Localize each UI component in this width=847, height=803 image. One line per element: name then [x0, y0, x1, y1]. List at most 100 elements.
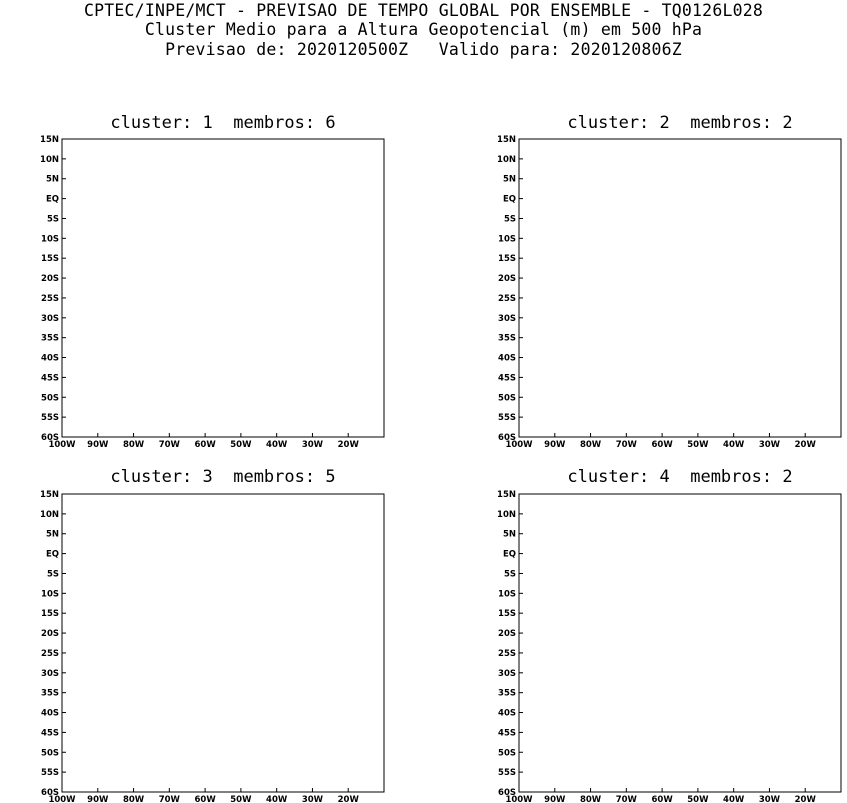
- lon-tick-label: 60W: [652, 795, 674, 803]
- lat-tick-label: 30S: [41, 314, 59, 324]
- lon-tick-label: 50W: [230, 440, 252, 450]
- lon-tick-label: 90W: [544, 440, 566, 450]
- lon-tick-label: 40W: [266, 795, 288, 803]
- lat-tick-label: 40S: [498, 354, 516, 364]
- lon-tick-label: 90W: [87, 795, 109, 803]
- lat-tick-label: 25S: [498, 649, 516, 659]
- lat-tick-label: 55S: [41, 413, 59, 423]
- lat-tick-label: 30S: [498, 314, 516, 324]
- lat-tick-label: 55S: [498, 413, 516, 423]
- lat-tick-label: 5N: [46, 175, 59, 185]
- lon-tick-label: 90W: [544, 795, 566, 803]
- lat-tick-label: 15S: [498, 254, 516, 264]
- lat-tick-label: 50S: [498, 393, 516, 403]
- lon-tick-label: 90W: [87, 440, 109, 450]
- lat-tick-label: 15S: [41, 254, 59, 264]
- map-svg: 58405840584058405800570056005500540015N1…: [497, 135, 842, 450]
- lat-tick-label: 20S: [498, 274, 516, 284]
- lon-tick-label: 80W: [123, 440, 145, 450]
- lat-tick-label: 5S: [504, 569, 516, 579]
- lat-tick-label: EQ: [46, 550, 59, 560]
- lat-tick-label: EQ: [503, 550, 516, 560]
- header-line-3: Previsao de: 2020120500Z Valido para: 20…: [165, 40, 682, 59]
- lat-tick-label: 15N: [40, 135, 59, 145]
- lat-tick-label: 15S: [41, 609, 59, 619]
- panel-4-title: cluster: 4 membros: 2: [567, 467, 793, 487]
- lat-tick-label: 60S: [41, 433, 59, 443]
- lat-tick-label: 25S: [41, 649, 59, 659]
- lat-tick-label: 50S: [41, 748, 59, 758]
- map-frame: [518, 138, 842, 438]
- small-island: [333, 133, 335, 135]
- lon-tick-label: 50W: [687, 440, 709, 450]
- lat-tick-label: 5S: [504, 214, 516, 224]
- map-svg: 58405840584058405800570056005500540015N1…: [40, 490, 385, 803]
- lat-tick-label: 35S: [498, 334, 516, 344]
- lon-tick-label: 20W: [795, 440, 817, 450]
- lon-tick-label: 80W: [123, 795, 145, 803]
- lon-tick-label: 100W: [48, 795, 76, 803]
- panel-3-title: cluster: 3 membros: 5: [110, 467, 336, 487]
- header-line-2: Cluster Medio para a Altura Geopotencial…: [144, 20, 703, 39]
- lat-tick-label: 50S: [41, 393, 59, 403]
- lat-tick-label: 5N: [46, 530, 59, 540]
- lat-tick-label: EQ: [46, 195, 59, 205]
- lat-tick-label: 10S: [41, 589, 59, 599]
- lat-tick-label: 10N: [40, 155, 59, 165]
- lat-tick-label: 55S: [41, 768, 59, 778]
- lat-tick-label: 5N: [503, 530, 516, 540]
- lat-tick-label: 45S: [41, 373, 59, 383]
- lon-tick-label: 30W: [302, 440, 324, 450]
- lat-tick-label: 25S: [41, 294, 59, 304]
- lon-tick-label: 20W: [338, 440, 360, 450]
- lat-tick-label: 40S: [41, 709, 59, 719]
- lat-tick-label: 15S: [498, 609, 516, 619]
- map-panel-3: 58405840584058405800570056005500540015N1…: [40, 490, 385, 803]
- lat-tick-label: 15N: [40, 490, 59, 500]
- header-line-1: CPTEC/INPE/MCT - PREVISAO DE TEMPO GLOBA…: [84, 1, 763, 20]
- lat-tick-label: 10S: [498, 589, 516, 599]
- map-panel-4: 5840584058405800570056005500540015N10N5N…: [497, 490, 842, 803]
- lat-tick-label: 20S: [41, 629, 59, 639]
- lat-tick-label: 20S: [41, 274, 59, 284]
- lon-tick-label: 30W: [759, 440, 781, 450]
- lon-tick-label: 60W: [652, 440, 674, 450]
- map-svg: 58405840584058405800570056005500540015N1…: [40, 135, 385, 450]
- map-panel-1: 58405840584058405800570056005500540015N1…: [40, 135, 385, 450]
- small-island: [790, 488, 792, 490]
- map-svg: 5840584058405800570056005500540015N10N5N…: [497, 490, 842, 803]
- lat-tick-label: 50S: [498, 748, 516, 758]
- lat-tick-label: 60S: [498, 788, 516, 798]
- lat-tick-label: 10N: [497, 510, 516, 520]
- small-island: [333, 488, 335, 490]
- panel-1-title: cluster: 1 membros: 6: [110, 113, 336, 133]
- lon-tick-label: 100W: [505, 440, 533, 450]
- lon-tick-label: 40W: [266, 440, 288, 450]
- lat-tick-label: 10N: [40, 510, 59, 520]
- lon-tick-label: 100W: [505, 795, 533, 803]
- lat-tick-label: EQ: [503, 195, 516, 205]
- lat-tick-label: 10N: [497, 155, 516, 165]
- lon-tick-label: 70W: [616, 440, 638, 450]
- lat-tick-label: 15N: [497, 490, 516, 500]
- lat-tick-label: 10S: [498, 234, 516, 244]
- lon-tick-label: 50W: [230, 795, 252, 803]
- lon-tick-label: 50W: [687, 795, 709, 803]
- lon-tick-label: 40W: [723, 795, 745, 803]
- lat-tick-label: 40S: [41, 354, 59, 364]
- lat-tick-label: 60S: [41, 788, 59, 798]
- lat-tick-label: 35S: [498, 689, 516, 699]
- lon-tick-label: 40W: [723, 440, 745, 450]
- lon-tick-label: 70W: [159, 795, 181, 803]
- map-frame: [61, 493, 385, 793]
- lat-tick-label: 5S: [47, 569, 59, 579]
- lon-tick-label: 60W: [195, 795, 217, 803]
- lon-tick-label: 70W: [616, 795, 638, 803]
- lat-tick-label: 45S: [41, 728, 59, 738]
- lon-tick-label: 60W: [195, 440, 217, 450]
- lat-tick-label: 5S: [47, 214, 59, 224]
- map-frame: [61, 138, 385, 438]
- lat-tick-label: 20S: [498, 629, 516, 639]
- lon-tick-label: 80W: [580, 795, 602, 803]
- lon-tick-label: 20W: [338, 795, 360, 803]
